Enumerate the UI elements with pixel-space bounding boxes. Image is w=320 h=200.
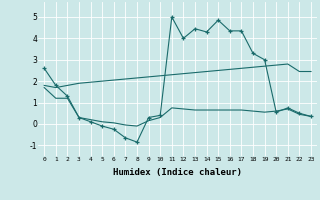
X-axis label: Humidex (Indice chaleur): Humidex (Indice chaleur) (113, 168, 242, 177)
